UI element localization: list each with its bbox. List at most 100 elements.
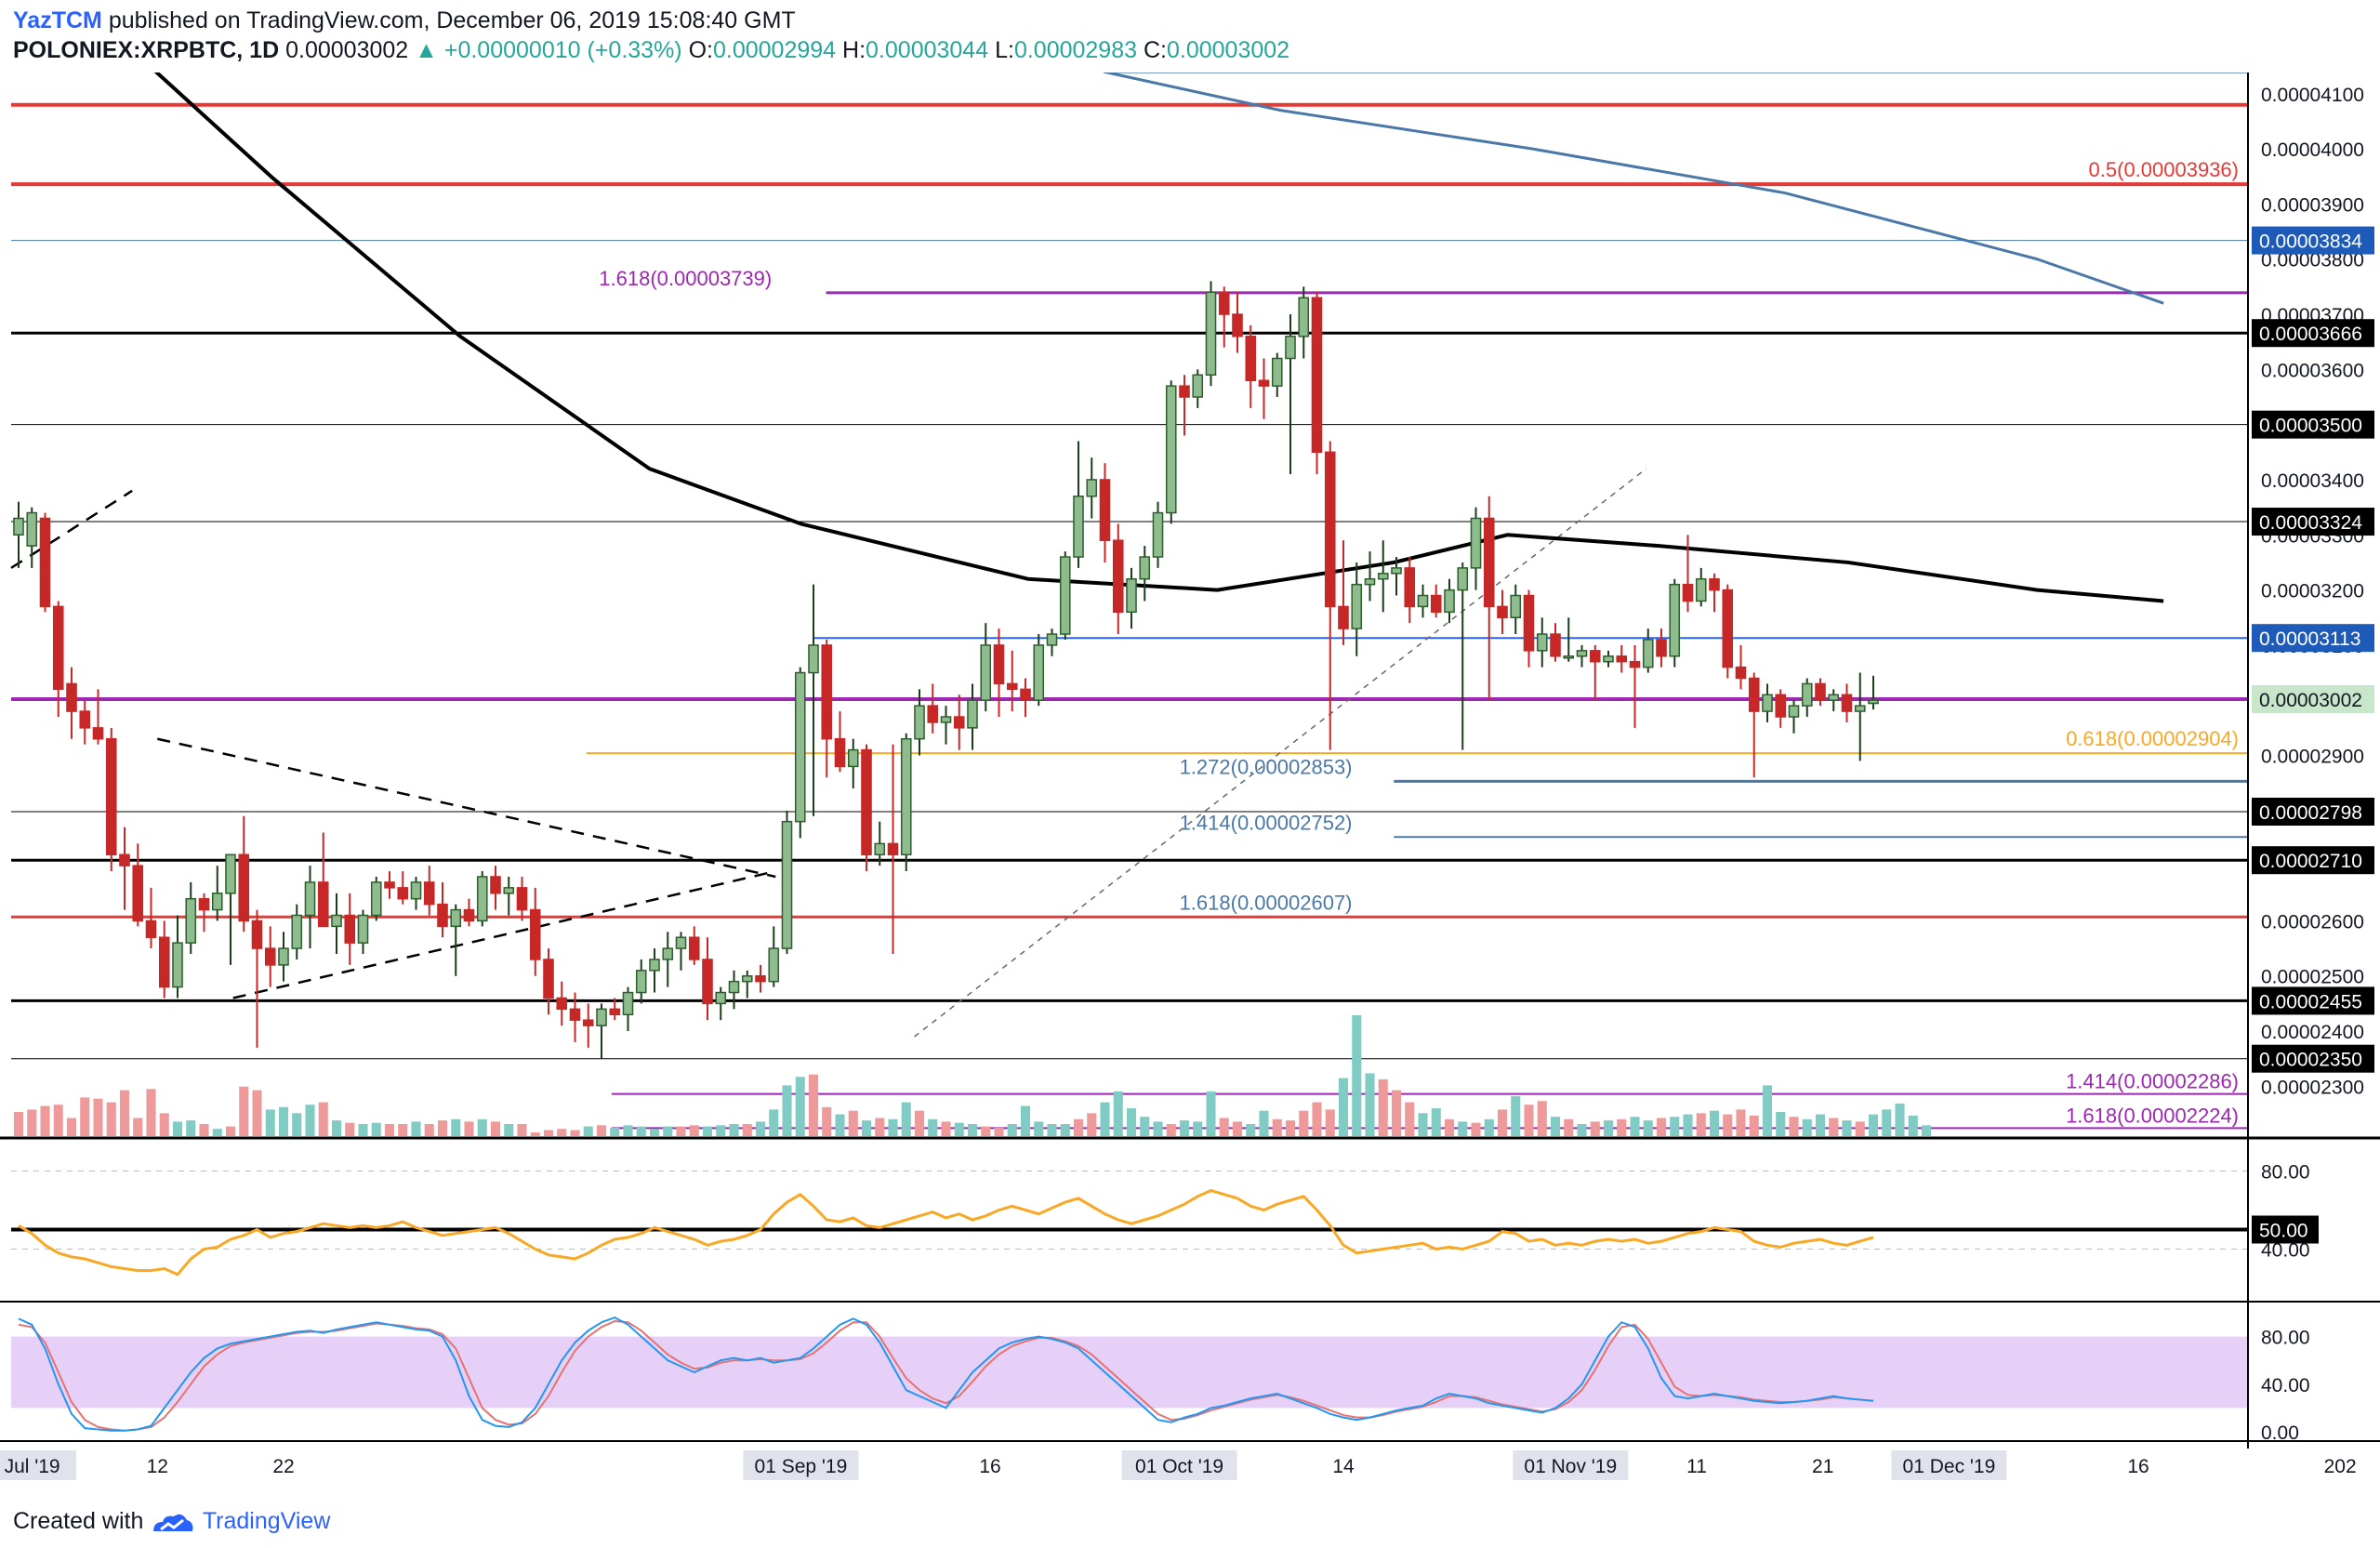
candle-body: [52, 605, 64, 691]
volume-bar: [1378, 1078, 1388, 1136]
volume-bar: [1484, 1118, 1494, 1136]
candle-body: [370, 881, 382, 917]
volume-bar: [212, 1129, 222, 1136]
volume-bar: [119, 1090, 130, 1136]
volume-bar: [1815, 1114, 1826, 1136]
volume-bar: [345, 1122, 355, 1136]
volume-bar: [530, 1132, 540, 1136]
candle-body: [702, 959, 713, 1005]
y-tick-label: 0.00002300: [2261, 1077, 2364, 1098]
x-tick-label: 01 Sep '19: [755, 1456, 848, 1477]
volume-bar: [504, 1124, 514, 1136]
candle-body: [1404, 567, 1416, 608]
candle-body: [1589, 650, 1601, 663]
volume-bar: [1246, 1124, 1256, 1136]
candle-body: [993, 644, 1005, 685]
volume-bar: [1193, 1121, 1203, 1136]
level-labels: 1.272(0.00004139)0.5(0.00003936)1.618(0.…: [599, 158, 2239, 1127]
volume-bar: [384, 1124, 395, 1136]
candle-body: [1470, 517, 1482, 569]
volume-bar: [1789, 1117, 1799, 1136]
symbol-label[interactable]: POLONIEX:XRPBTC, 1D: [13, 37, 280, 63]
symbol-legend: POLONIEX:XRPBTC, 1D 0.00003002 ▲ +0.0000…: [13, 37, 1289, 64]
time-badge: [743, 1450, 859, 1480]
price-badge: [2252, 1044, 2374, 1073]
candle-body: [1377, 573, 1389, 580]
candle-body: [437, 903, 448, 928]
candle-body: [808, 644, 819, 674]
volume-bar: [755, 1121, 766, 1136]
candle-body: [1046, 633, 1058, 646]
candle-body: [927, 705, 939, 723]
candle-body: [1311, 297, 1323, 454]
volume-bar: [782, 1085, 792, 1136]
candle-body: [423, 881, 435, 906]
volume-bar: [1047, 1124, 1057, 1136]
volume-bar: [1590, 1121, 1600, 1136]
volume-bar: [305, 1105, 315, 1136]
candle-body: [331, 914, 342, 928]
volume-bar: [1060, 1124, 1070, 1136]
volume-bar: [928, 1118, 938, 1136]
volume-bar: [172, 1121, 183, 1136]
high-label: H:: [842, 37, 866, 63]
volume-bar: [1312, 1102, 1322, 1136]
tradingview-brand[interactable]: TradingView: [202, 1508, 331, 1534]
volume-bar: [888, 1118, 898, 1136]
candle-body: [384, 881, 395, 889]
volume-bar: [199, 1124, 209, 1136]
volume-bar: [1683, 1114, 1693, 1136]
candle-body: [66, 682, 77, 712]
candle-body: [1854, 705, 1866, 712]
candle-body: [1059, 556, 1071, 635]
candle-body: [1841, 694, 1853, 712]
publish-info: YazTCM published on TradingView.com, Dec…: [13, 7, 796, 34]
volume-bar: [93, 1098, 103, 1136]
candle-body: [13, 517, 24, 536]
candle-body: [105, 737, 117, 856]
volume-bar: [1643, 1120, 1653, 1136]
volume-bar: [1471, 1122, 1481, 1136]
candle-body: [1629, 660, 1641, 668]
price-badge-label: 0.00002710: [2259, 851, 2362, 872]
price-badge-label: 0.00002455: [2259, 991, 2362, 1012]
volume-bar: [570, 1130, 580, 1136]
time-axis: 01 Jul '19 12 22 01 Sep '19 16 01 Oct '19 14 01…: [0, 1450, 2357, 1480]
volume-bar: [663, 1126, 673, 1136]
y-tick-label: 0.00003900: [2261, 194, 2364, 216]
volume-bar: [835, 1114, 845, 1136]
price-chart[interactable]: 1.272(0.00004139)0.5(0.00003936)1.618(0.…: [0, 73, 2380, 1504]
volume-bar: [1232, 1121, 1243, 1136]
y-tick-label: 0.00003600: [2261, 360, 2364, 381]
volume-bar: [769, 1109, 779, 1136]
volume-bar: [1126, 1108, 1137, 1136]
candle-body: [1285, 336, 1296, 360]
candle-body: [516, 887, 528, 911]
y-tick-label: 0.00002900: [2261, 747, 2364, 768]
candle-body: [1205, 291, 1217, 377]
time-badge: [1121, 1450, 1237, 1480]
volume-bar: [1908, 1115, 1918, 1136]
candle-body: [834, 737, 846, 768]
level-label: 1.618(0.00002607): [1180, 891, 1353, 914]
volume-bar: [1882, 1109, 1892, 1136]
volume-bar: [318, 1102, 328, 1136]
candle-body: [1815, 682, 1826, 701]
author-name[interactable]: YazTCM: [13, 7, 102, 33]
volume-bar: [517, 1124, 527, 1136]
candle-body: [278, 947, 289, 966]
candle-body: [596, 1008, 607, 1026]
volume-bar: [1723, 1114, 1733, 1136]
stoch-rsi-pane: [11, 1316, 2248, 1432]
candle-body: [1682, 583, 1694, 602]
volume-bar: [1113, 1091, 1123, 1136]
volume-bar: [1497, 1109, 1508, 1136]
created-with-text: Created with: [13, 1508, 144, 1534]
footer: Created with TradingView: [13, 1508, 330, 1535]
volume-bar: [358, 1124, 368, 1136]
volume-bar: [1524, 1105, 1534, 1136]
candle-body: [1735, 666, 1747, 680]
y-tick-label: 0.00004100: [2261, 85, 2364, 106]
stoch-tick-label: 40.00: [2261, 1375, 2310, 1396]
candle-body: [755, 974, 766, 983]
